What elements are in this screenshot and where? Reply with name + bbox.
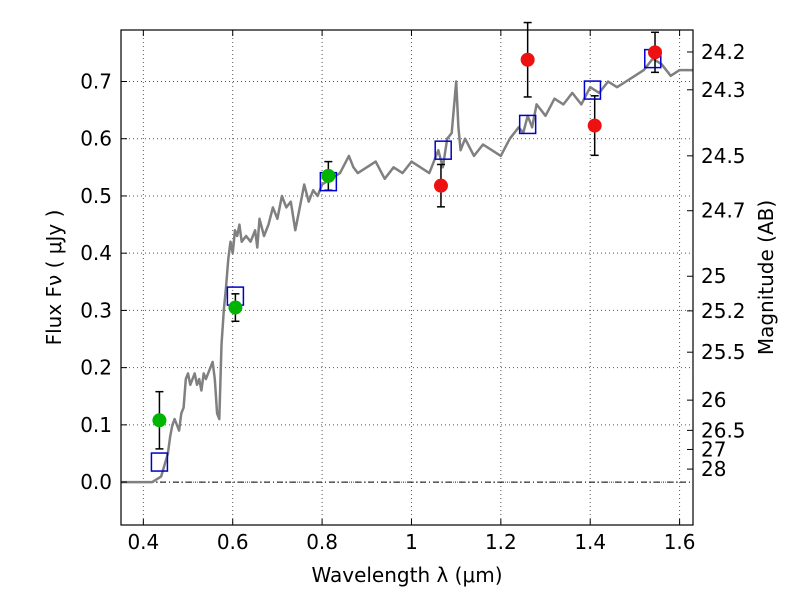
magnitude-tick-label: 24.3: [701, 78, 746, 102]
x-tick-label: 0.8: [306, 530, 338, 554]
x-tick-label: 1.4: [574, 530, 606, 554]
magnitude-tick-label: 24.7: [701, 199, 746, 223]
x-tick-label: 1: [405, 530, 418, 554]
right-axis-label: Magnitude (AB): [754, 200, 778, 355]
y-tick-label: 0.4: [80, 241, 112, 265]
green-data-point: [228, 300, 243, 315]
red-data-point: [587, 118, 602, 133]
y-axis-label: Flux Fν ( μJy ): [42, 210, 66, 346]
error-bars: [155, 21, 660, 450]
magnitude-tick-label: 28: [701, 457, 726, 481]
magnitude-tick-label: 27: [701, 437, 726, 461]
y-tick-label: 0.0: [80, 470, 112, 494]
model-photometry-box: [434, 140, 452, 160]
grid-lines: [121, 30, 693, 525]
x-tick-label: 1.6: [664, 530, 696, 554]
observed-points: [152, 45, 663, 428]
red-data-point: [520, 52, 535, 67]
magnitude-tick-label: 25.5: [701, 340, 746, 364]
magnitude-tick-label: 24.2: [701, 40, 746, 64]
axis-ticks: 0.4 0.6 0.8 1 1.2 1.4 1.6 0.0 0.1 0.2 0.3 0.4 0.5 0.6…: [80, 30, 746, 554]
y-tick-label: 0.6: [80, 127, 112, 151]
red-data-point: [433, 178, 448, 193]
model-spectrum-line: [121, 57, 693, 484]
plot-frame: [120, 29, 694, 526]
magnitude-tick-label: 25.2: [701, 299, 746, 323]
x-tick-label: 0.6: [217, 530, 249, 554]
model-photometry-box: [518, 114, 537, 135]
model-photometry-box: [150, 452, 169, 472]
magnitude-tick-label: 24.5: [701, 144, 746, 168]
magnitude-tick-label: 26.5: [701, 418, 746, 442]
model-photometry-box: [583, 80, 602, 100]
red-data-point: [648, 45, 663, 60]
magnitude-tick-label: 26: [701, 388, 726, 412]
y-tick-label: 0.1: [80, 413, 112, 437]
green-data-point: [152, 413, 167, 428]
x-axis-label: Wavelength λ (μm): [311, 563, 502, 587]
green-data-point: [321, 168, 336, 183]
y-tick-label: 0.7: [80, 70, 112, 94]
y-tick-label: 0.5: [80, 184, 112, 208]
y-tick-label: 0.3: [80, 298, 112, 322]
x-tick-label: 0.4: [127, 530, 159, 554]
y-tick-label: 0.2: [80, 356, 112, 380]
magnitude-tick-label: 25: [701, 264, 726, 288]
x-tick-label: 1.2: [485, 530, 517, 554]
